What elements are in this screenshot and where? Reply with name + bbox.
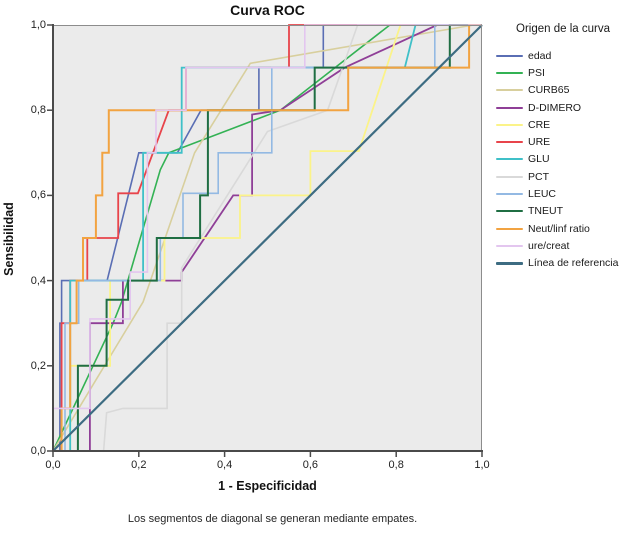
legend-label: LEUC bbox=[528, 188, 557, 201]
legend-label: TNEUT bbox=[528, 205, 563, 218]
y-tick-label: 0,6 bbox=[30, 189, 46, 202]
x-tick-label: 0,0 bbox=[45, 459, 61, 471]
legend-item: LEUC bbox=[496, 185, 630, 202]
legend-item: CRE bbox=[496, 116, 630, 133]
y-tick-label: 0,2 bbox=[30, 359, 46, 372]
roc-curve-neut-linf-ratio bbox=[53, 24, 482, 452]
legend-item: edad bbox=[496, 47, 630, 64]
legend-swatch-icon bbox=[496, 89, 523, 92]
x-tick-label: 1,0 bbox=[474, 459, 490, 471]
legend-label: edad bbox=[528, 49, 552, 62]
legend-label: PSI bbox=[528, 66, 545, 79]
chart-title: Curva ROC bbox=[230, 2, 305, 18]
legend-item: TNEUT bbox=[496, 203, 630, 220]
y-tick-label: 0,4 bbox=[30, 274, 46, 287]
legend-title: Origen de la curva bbox=[516, 23, 610, 35]
legend-label: Línea de referencia bbox=[528, 257, 619, 270]
legend-item: Neut/linf ratio bbox=[496, 220, 630, 237]
legend-label: CURB65 bbox=[528, 84, 570, 97]
legend-label: CRE bbox=[528, 118, 551, 131]
legend-swatch-icon bbox=[496, 54, 523, 57]
legend-label: URE bbox=[528, 136, 551, 149]
legend-label: PCT bbox=[528, 170, 549, 183]
roc-curve-tneut bbox=[53, 24, 482, 452]
roc-curve-l-nea-de-referencia bbox=[52, 24, 483, 452]
legend-item: CURB65 bbox=[496, 82, 630, 99]
y-tick-label: 0,8 bbox=[30, 104, 46, 117]
legend-label: D-DIMERO bbox=[528, 101, 582, 114]
legend-swatch-icon bbox=[496, 244, 523, 247]
roc-curve-d-dimero bbox=[53, 24, 482, 452]
legend-swatch-icon bbox=[496, 193, 523, 196]
legend-label: ure/creat bbox=[528, 239, 570, 252]
legend-label: GLU bbox=[528, 153, 550, 166]
legend-item: D-DIMERO bbox=[496, 99, 630, 116]
legend-item: GLU bbox=[496, 151, 630, 168]
legend-swatch-icon bbox=[496, 106, 523, 109]
legend-item: PSI bbox=[496, 64, 630, 81]
legend: Origen de la curva edad PSI CURB65 D-DIMERO… bbox=[496, 23, 630, 272]
roc-curve-cre bbox=[53, 24, 482, 452]
y-tick-label: 0,0 bbox=[30, 445, 46, 457]
x-axis-label: 1 - Especificidad bbox=[218, 479, 317, 493]
x-tick-label: 0,4 bbox=[216, 459, 233, 471]
legend-item: Línea de referencia bbox=[496, 255, 630, 272]
roc-curve-ure-creat bbox=[52, 24, 482, 451]
y-tick-label: 1,0 bbox=[30, 19, 46, 31]
legend-swatch-icon bbox=[496, 141, 523, 144]
x-tick-label: 0,2 bbox=[131, 459, 147, 471]
footnote: Los segmentos de diagonal se generan med… bbox=[127, 513, 418, 525]
legend-item: URE bbox=[496, 133, 630, 150]
legend-items: edad PSI CURB65 D-DIMERO CRE URE GLU PCT LEUC TNE… bbox=[496, 47, 630, 272]
legend-label: Neut/linf ratio bbox=[528, 222, 590, 235]
x-tick-label: 0,6 bbox=[302, 459, 319, 471]
legend-swatch-icon bbox=[496, 175, 523, 178]
legend-swatch-icon bbox=[496, 227, 523, 230]
legend-swatch-icon bbox=[496, 71, 523, 74]
legend-swatch-icon bbox=[496, 210, 523, 213]
legend-item: PCT bbox=[496, 168, 630, 185]
x-tick-label: 0,8 bbox=[388, 459, 404, 471]
legend-swatch-icon bbox=[496, 123, 523, 126]
legend-item: ure/creat bbox=[496, 237, 630, 254]
legend-swatch-icon bbox=[496, 261, 523, 265]
roc-curves-canvas bbox=[47, 24, 483, 457]
roc-curve-pct bbox=[53, 24, 482, 452]
plot-area bbox=[47, 24, 483, 457]
legend-swatch-icon bbox=[496, 158, 523, 161]
